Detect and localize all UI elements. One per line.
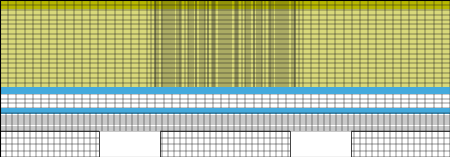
Bar bbox=[0, 87, 450, 94]
Bar bbox=[0, 113, 450, 157]
Bar bbox=[290, 131, 351, 157]
Bar bbox=[0, 108, 450, 114]
Bar bbox=[0, 131, 99, 157]
Bar bbox=[0, 0, 450, 88]
Bar bbox=[0, 94, 450, 108]
Bar bbox=[351, 131, 450, 157]
Bar bbox=[0, 0, 450, 9]
Bar bbox=[160, 131, 290, 157]
Bar bbox=[99, 131, 160, 157]
